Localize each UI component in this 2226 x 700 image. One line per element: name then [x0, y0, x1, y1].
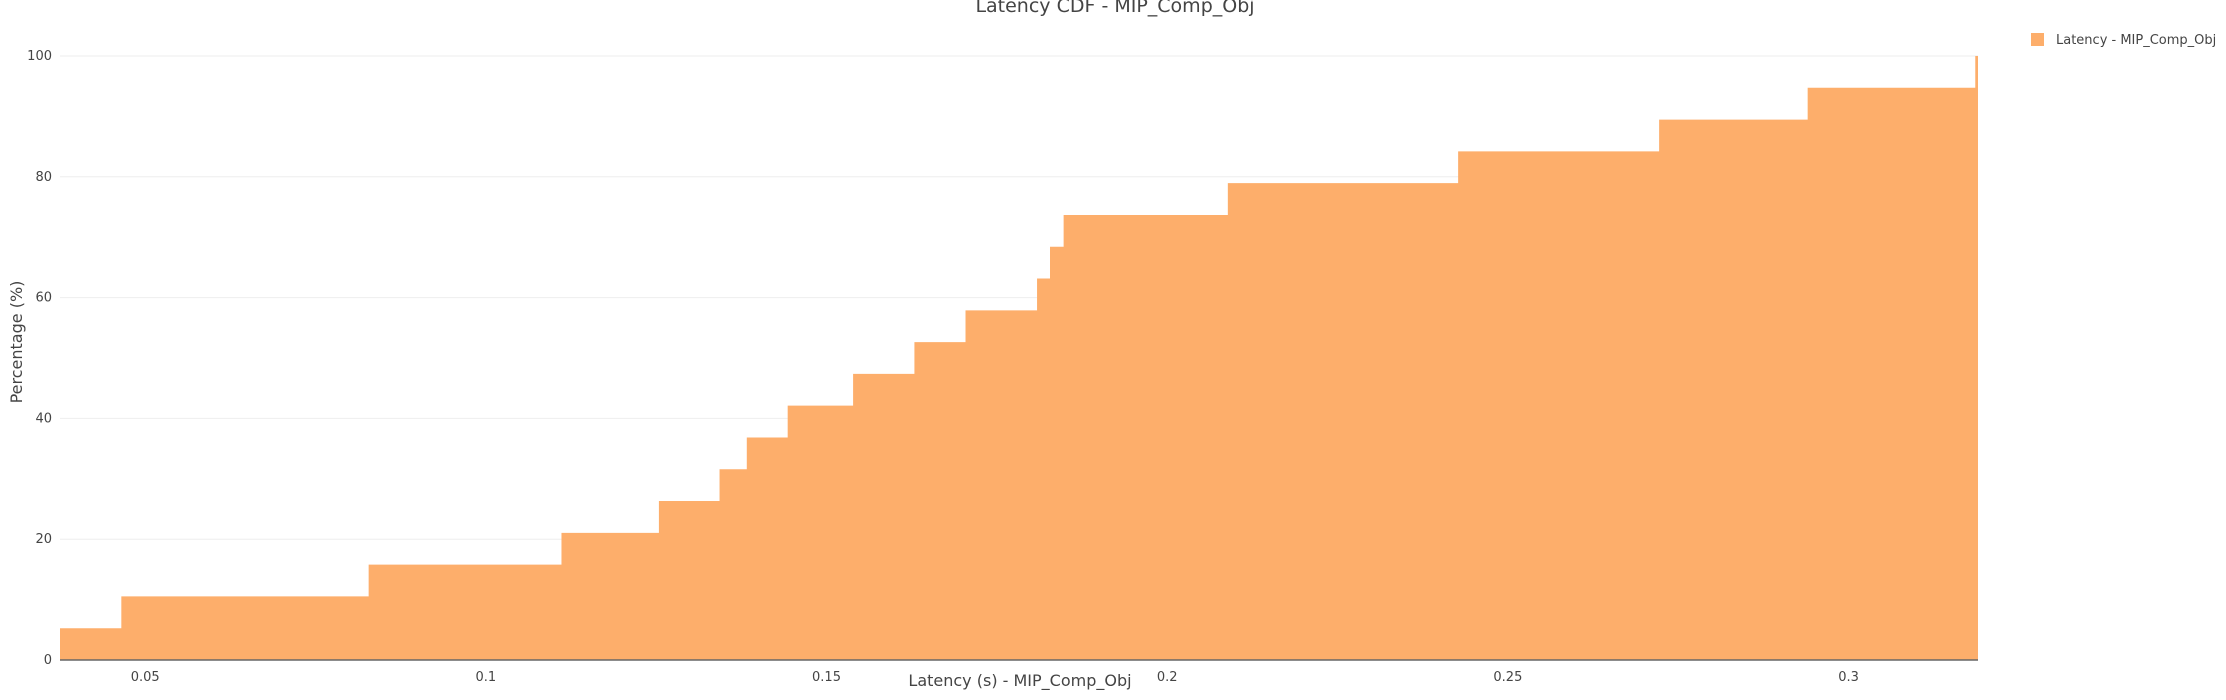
y-tick-label: 40 — [35, 411, 52, 426]
x-tick-label: 0.3 — [1838, 670, 1859, 685]
y-tick-label: 20 — [35, 532, 52, 547]
legend-label-latency: Latency - MIP_Comp_Obj — [2056, 33, 2216, 48]
series-area-layer — [60, 56, 1978, 660]
x-tick-label: 0.2 — [1157, 670, 1178, 685]
y-axis-title: Percentage (%) — [7, 281, 26, 404]
x-tick-label: 0.05 — [131, 670, 160, 685]
x-axis-title: Latency (s) - MIP_Comp_Obj — [908, 671, 1131, 691]
cdf-area-series — [60, 56, 1978, 660]
legend-swatch-latency — [2031, 33, 2044, 46]
y-tick-label: 100 — [27, 49, 52, 64]
y-tick-label: 60 — [35, 291, 52, 306]
x-tick-label: 0.15 — [812, 670, 841, 685]
x-tick-label: 0.25 — [1493, 670, 1522, 685]
y-tick-label: 80 — [35, 170, 52, 185]
y-tick-label: 0 — [44, 653, 52, 668]
chart-title: Latency CDF - MIP_Comp_Obj — [975, 0, 1254, 17]
legend[interactable]: Latency - MIP_Comp_Obj — [2031, 33, 2216, 48]
x-tick-label: 0.1 — [475, 670, 496, 685]
axes: 0 20 40 60 80 100 0.05 0.1 0.15 0.2 0.25 0.3 — [27, 49, 1978, 685]
